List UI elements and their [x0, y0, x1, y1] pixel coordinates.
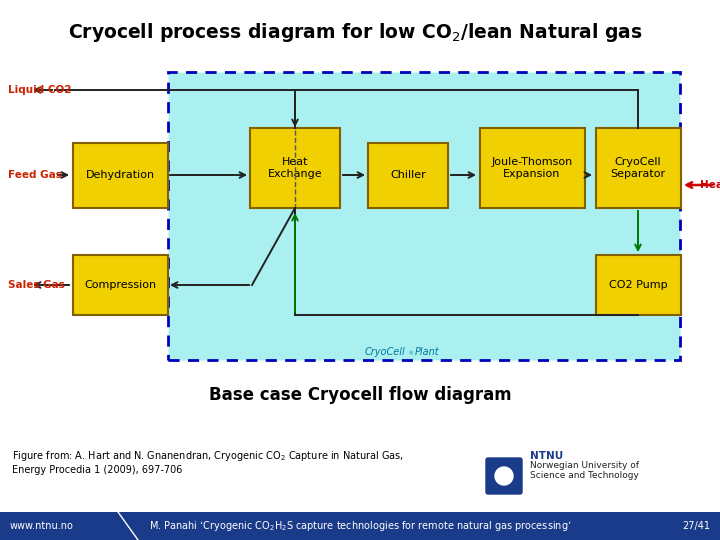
- Text: CryoCell
Separator: CryoCell Separator: [611, 157, 665, 179]
- Bar: [73, 255, 168, 315]
- Bar: [595, 255, 680, 315]
- Text: Liquid CO2: Liquid CO2: [8, 85, 71, 95]
- Text: Base case Cryocell flow diagram: Base case Cryocell flow diagram: [209, 386, 511, 404]
- Text: Sales Gas: Sales Gas: [8, 280, 65, 290]
- Text: Heat: Heat: [700, 180, 720, 190]
- Text: Science and Technology: Science and Technology: [530, 471, 639, 481]
- FancyBboxPatch shape: [486, 458, 522, 494]
- Text: 27/41: 27/41: [682, 521, 710, 531]
- Text: Dehydration: Dehydration: [86, 170, 155, 180]
- Bar: [250, 128, 340, 208]
- Bar: [480, 128, 585, 208]
- Bar: [168, 72, 680, 360]
- Bar: [0, 512, 720, 540]
- Text: Compression: Compression: [84, 280, 156, 290]
- Text: Cryocell process diagram for low CO$_2$/lean Natural gas: Cryocell process diagram for low CO$_2$/…: [68, 22, 642, 44]
- Text: www.ntnu.no: www.ntnu.no: [10, 521, 74, 531]
- Text: Plant: Plant: [415, 347, 440, 357]
- Text: CryoCell: CryoCell: [364, 347, 405, 357]
- Text: Energy Procedia 1 (2009), 697-706: Energy Procedia 1 (2009), 697-706: [12, 465, 182, 475]
- Text: Norwegian University of: Norwegian University of: [530, 462, 639, 470]
- Text: CO2 Pump: CO2 Pump: [608, 280, 667, 290]
- Bar: [595, 128, 680, 208]
- Circle shape: [495, 467, 513, 485]
- Text: Figure from: A. Hart and N. Gnanendran, Cryogenic CO$_2$ Capture in Natural Gas,: Figure from: A. Hart and N. Gnanendran, …: [12, 449, 404, 463]
- Text: NTNU: NTNU: [530, 451, 563, 461]
- Text: Heat
Exchange: Heat Exchange: [268, 157, 323, 179]
- Text: Joule-Thomson
Expansion: Joule-Thomson Expansion: [491, 157, 572, 179]
- Text: Chiller: Chiller: [390, 170, 426, 180]
- Text: Feed Gas: Feed Gas: [8, 170, 62, 180]
- Text: $^{®}$: $^{®}$: [408, 352, 414, 358]
- Bar: [73, 143, 168, 207]
- Text: M. Panahi ‘Cryogenic CO$_2$H$_2$S capture technologies for remote natural gas pr: M. Panahi ‘Cryogenic CO$_2$H$_2$S captur…: [149, 519, 571, 533]
- Bar: [368, 143, 448, 207]
